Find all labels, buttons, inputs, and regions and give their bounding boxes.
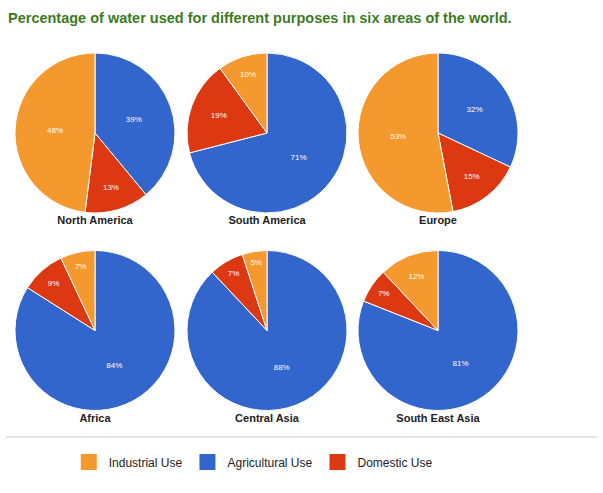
svg-text:7%: 7%: [228, 269, 240, 278]
svg-text:10%: 10%: [240, 70, 256, 79]
svg-text:71%: 71%: [291, 153, 307, 162]
svg-text:19%: 19%: [211, 111, 227, 120]
svg-text:Industrial Use: Industrial Use: [109, 456, 183, 470]
svg-text:7%: 7%: [378, 289, 390, 298]
svg-text:32%: 32%: [467, 105, 483, 114]
svg-text:North America: North America: [57, 214, 133, 226]
svg-text:Domestic Use: Domestic Use: [357, 456, 432, 470]
svg-text:Agricultural Use: Agricultural Use: [227, 456, 312, 470]
svg-text:7%: 7%: [75, 262, 87, 271]
svg-text:Central Asia: Central Asia: [235, 412, 300, 424]
svg-text:15%: 15%: [464, 172, 480, 181]
svg-text:South America: South America: [228, 214, 306, 226]
svg-text:5%: 5%: [250, 258, 262, 267]
svg-text:9%: 9%: [48, 279, 60, 288]
svg-text:39%: 39%: [126, 115, 142, 124]
svg-text:Europe: Europe: [419, 214, 457, 226]
svg-text:48%: 48%: [47, 126, 63, 135]
svg-text:Percentage of water used for d: Percentage of water used for different p…: [8, 10, 512, 26]
svg-text:12%: 12%: [408, 272, 424, 281]
svg-text:81%: 81%: [452, 359, 468, 368]
svg-text:Africa: Africa: [79, 412, 111, 424]
svg-text:88%: 88%: [274, 363, 290, 372]
svg-text:13%: 13%: [103, 183, 119, 192]
svg-text:84%: 84%: [106, 361, 122, 370]
svg-text:53%: 53%: [390, 132, 406, 141]
svg-text:South East Asia: South East Asia: [396, 412, 480, 424]
